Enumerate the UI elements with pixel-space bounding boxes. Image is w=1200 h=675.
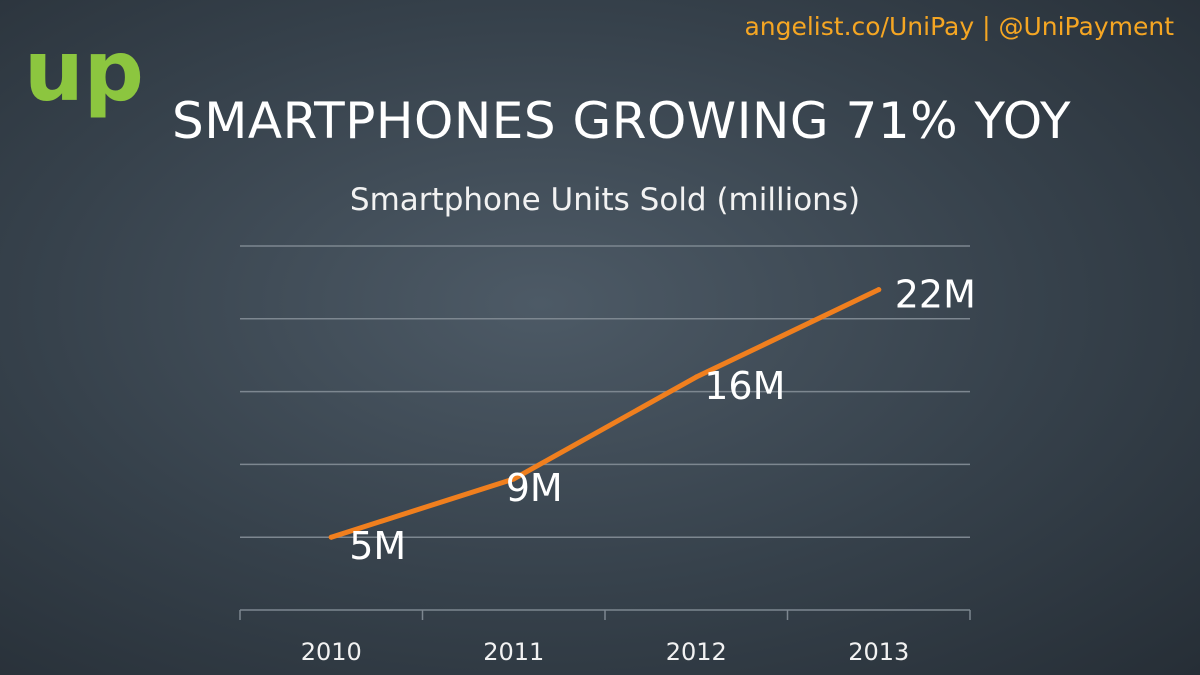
data-point — [328, 534, 334, 540]
data-label: 22M — [895, 273, 976, 317]
slide-title: SMARTPHONES GROWING 71% YOY — [172, 92, 1072, 150]
logo-text: up — [24, 38, 144, 120]
data-label: 9M — [506, 466, 563, 510]
series-line — [328, 287, 882, 540]
chart-title: Smartphone Units Sold (millions) — [349, 182, 861, 218]
data-label: 5M — [349, 524, 406, 568]
up-logo: up — [24, 38, 144, 120]
data-point — [876, 287, 882, 293]
data-point — [511, 476, 517, 482]
x-tick-label: 2013 — [848, 638, 909, 666]
x-tick-label: 2011 — [483, 638, 544, 666]
x-tick-label: 2010 — [301, 638, 362, 666]
data-point — [693, 374, 699, 380]
data-label: 16M — [704, 364, 785, 408]
header-links[interactable]: angelist.co/UniPay | @UniPayment — [744, 12, 1174, 41]
x-tick-label: 2012 — [666, 638, 727, 666]
